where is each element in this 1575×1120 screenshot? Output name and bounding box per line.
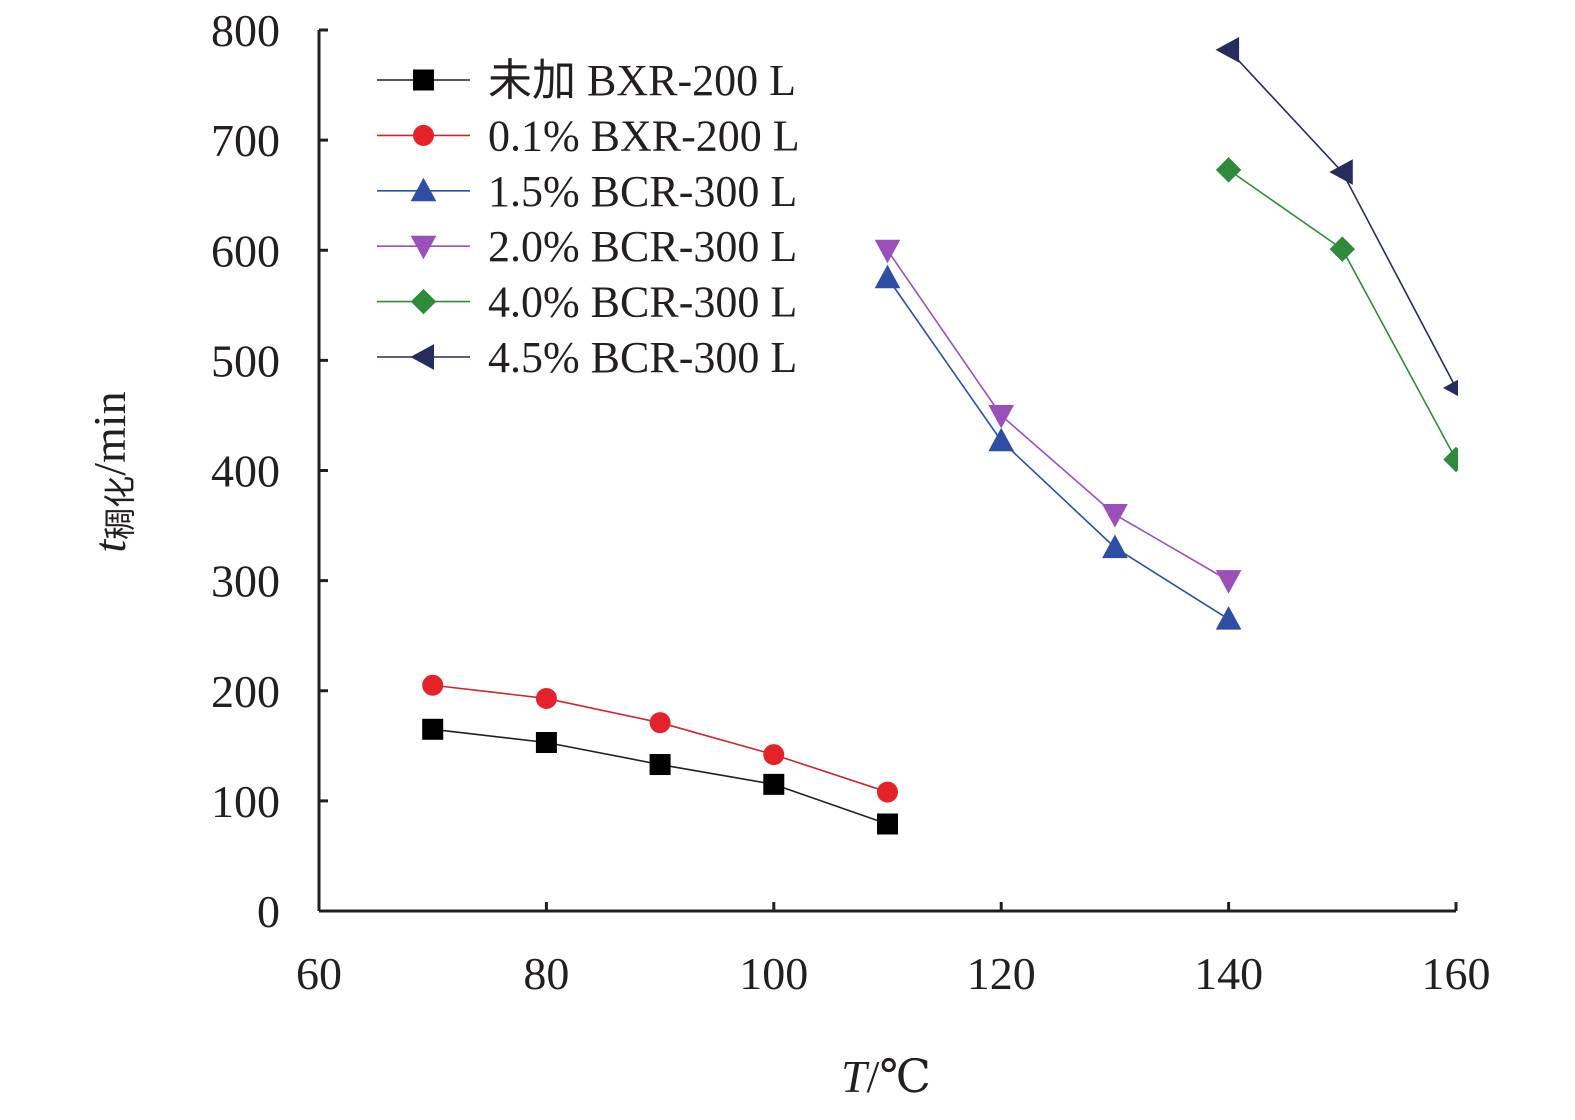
x-tick-label: 120 (967, 948, 1036, 999)
data-point (535, 732, 557, 754)
data-point (422, 674, 444, 696)
y-tick-label: 600 (211, 225, 280, 276)
legend-label: 0.1% BXR-200 L (488, 111, 800, 160)
legend-marker (410, 288, 437, 315)
y-axis-ticks: 0 100 200 300 400 500 600 700 800 (211, 5, 328, 937)
data-point (1102, 534, 1128, 559)
data-point (1442, 379, 1458, 397)
x-tick-label: 160 (1422, 948, 1491, 999)
data-point (1329, 159, 1353, 185)
series-5 (1215, 157, 1458, 473)
x-axis-title-unit: /℃ (867, 1051, 931, 1102)
data-point (1215, 157, 1242, 183)
series-1 (422, 718, 898, 835)
data-point (422, 718, 444, 740)
data-point (1215, 606, 1242, 630)
legend-item: 2.0% BCR-300 L (377, 222, 797, 271)
data-point (1215, 570, 1242, 594)
legend-label: 4.0% BCR-300 L (488, 278, 797, 327)
legend-item: 1.5% BCR-300 L (377, 167, 797, 216)
legend-label: 1.5% BCR-300 L (488, 167, 797, 216)
legend-marker (410, 344, 434, 370)
x-tick-label: 140 (1194, 948, 1263, 999)
data-point (877, 813, 898, 835)
y-axis-title-subscript: 稠化 (102, 476, 138, 540)
x-axis-ticks: 60 80 100 120 140 160 (296, 902, 1491, 999)
data-point (988, 404, 1015, 429)
y-tick-label: 400 (211, 446, 280, 497)
series-6 (1215, 36, 1458, 397)
series-line (432, 728, 888, 825)
series-2 (422, 674, 898, 803)
legend-item: 未加 BXR-200 L (377, 56, 796, 105)
series-3 (874, 264, 1242, 630)
series-line (432, 684, 888, 793)
data-point (1215, 36, 1240, 63)
data-point (1329, 236, 1356, 262)
svg-text:t稠化/min: t稠化/min (84, 391, 139, 552)
y-tick-label: 200 (211, 666, 280, 717)
legend-item: 4.0% BCR-300 L (377, 278, 797, 327)
series-line (1228, 49, 1457, 389)
data-point (988, 427, 1015, 452)
data-point (1443, 446, 1458, 473)
series-4 (874, 239, 1242, 594)
x-tick-label: 100 (739, 948, 808, 999)
legend-marker (410, 177, 437, 202)
y-tick-label: 800 (211, 5, 280, 56)
legend-label: 未加 BXR-200 L (488, 56, 796, 105)
data-point (649, 712, 671, 734)
legend-marker (410, 235, 437, 260)
data-point (763, 773, 785, 795)
legend-item: 4.5% BCR-300 L (377, 333, 797, 382)
data-point (874, 264, 901, 289)
data-point (535, 687, 557, 709)
legend: 未加 BXR-200 L 0.1% BXR-200 L 1.5% BCR-300 L… (377, 56, 800, 382)
data-point (877, 781, 898, 803)
legend-marker (413, 124, 434, 146)
y-tick-label: 0 (257, 886, 280, 937)
y-axis-title-unit: /min (84, 391, 135, 475)
series-line (1228, 169, 1457, 460)
legend-label: 4.5% BCR-300 L (488, 333, 797, 382)
x-tick-label: 60 (296, 948, 342, 999)
series-line (886, 249, 1230, 582)
y-axis-title-var: t (84, 539, 135, 553)
y-tick-label: 500 (211, 335, 280, 386)
y-tick-label: 700 (211, 115, 280, 166)
x-tick-label: 80 (523, 948, 569, 999)
series-line (886, 277, 1230, 620)
data-point (1102, 504, 1128, 528)
data-point (649, 754, 671, 776)
data-point (763, 744, 785, 766)
legend-marker (413, 69, 434, 91)
y-axis-title: t稠化/min (84, 391, 139, 552)
x-axis-title-var: T (841, 1051, 870, 1102)
x-axis-title: T/℃ (841, 1051, 931, 1102)
data-point (874, 239, 901, 264)
series-layer (422, 36, 1458, 835)
y-tick-label: 300 (211, 556, 280, 607)
legend-item: 0.1% BXR-200 L (377, 111, 800, 160)
y-tick-label: 100 (211, 776, 280, 827)
legend-label: 2.0% BCR-300 L (488, 222, 797, 271)
